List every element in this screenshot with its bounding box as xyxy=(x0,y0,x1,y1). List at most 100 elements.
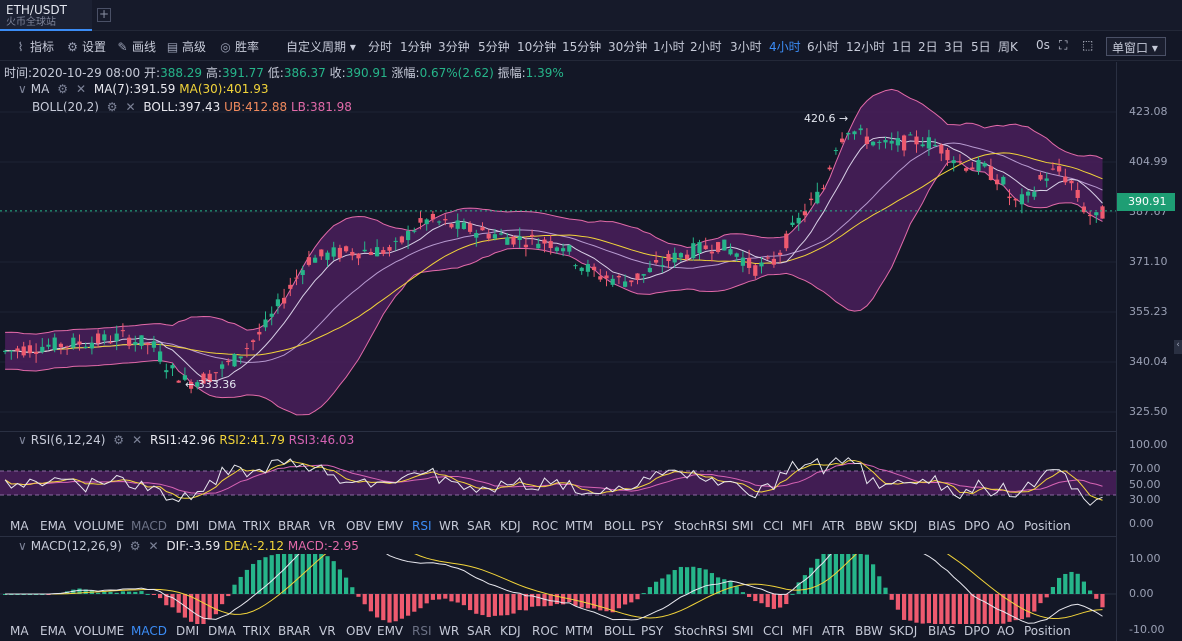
rsi-tab-psy[interactable]: PSY xyxy=(641,519,664,533)
macd-chart[interactable] xyxy=(0,554,1116,624)
rsi-chart[interactable] xyxy=(0,448,1116,518)
macd-tab-volume[interactable]: VOLUME xyxy=(74,624,125,638)
rsi-tab-dma[interactable]: DMA xyxy=(208,519,236,533)
macd-tab-ema[interactable]: EMA xyxy=(40,624,67,638)
macd-tab-position[interactable]: Position xyxy=(1024,624,1071,638)
macd-tab-brar[interactable]: BRAR xyxy=(278,624,311,638)
macd-tab-skdj[interactable]: SKDJ xyxy=(889,624,918,638)
rsi-tab-position[interactable]: Position xyxy=(1024,519,1071,533)
fullscreen-icon[interactable]: ⛶ xyxy=(1059,38,1068,52)
rsi-tab-volume[interactable]: VOLUME xyxy=(74,519,125,533)
macd-tab-kdj[interactable]: KDJ xyxy=(500,624,521,638)
close-icon[interactable]: ✕ xyxy=(132,433,143,447)
collapse-sidebar-icon[interactable]: ‹ xyxy=(1174,340,1182,354)
rsi-tab-rsi[interactable]: RSI xyxy=(412,519,432,533)
rsi-tab-atr[interactable]: ATR xyxy=(822,519,845,533)
settings-icon[interactable]: ⚙ xyxy=(57,82,68,96)
rsi-tab-skdj[interactable]: SKDJ xyxy=(889,519,918,533)
macd-tab-cci[interactable]: CCI xyxy=(763,624,784,638)
macd-tab-wr[interactable]: WR xyxy=(439,624,460,638)
close-icon[interactable]: ✕ xyxy=(148,539,159,553)
period-9[interactable]: 3小时 xyxy=(730,40,762,54)
macd-tab-obv[interactable]: OBV xyxy=(346,624,372,638)
period-3[interactable]: 5分钟 xyxy=(478,40,510,54)
rsi-tab-macd[interactable]: MACD xyxy=(131,519,167,533)
rsi-tab-stochrsi[interactable]: StochRSI xyxy=(674,519,728,533)
rsi-tab-mfi[interactable]: MFI xyxy=(792,519,813,533)
macd-tab-mtm[interactable]: MTM xyxy=(565,624,594,638)
macd-tab-dmi[interactable]: DMI xyxy=(176,624,200,638)
collapse-icon[interactable]: ∨ xyxy=(18,433,27,447)
macd-tab-boll[interactable]: BOLL xyxy=(604,624,635,638)
period-16[interactable]: 5日 xyxy=(971,40,991,54)
rsi-tab-cci[interactable]: CCI xyxy=(763,519,784,533)
close-icon[interactable]: ✕ xyxy=(75,82,87,96)
tab-eth-usdt[interactable]: ETH/USDT 火币全球站 xyxy=(0,0,92,31)
period-2[interactable]: 3分钟 xyxy=(438,40,470,54)
macd-tab-dma[interactable]: DMA xyxy=(208,624,236,638)
rsi-tab-dpo[interactable]: DPO xyxy=(964,519,990,533)
collapse-icon[interactable]: ∨ xyxy=(18,539,27,553)
macd-tab-bias[interactable]: BIAS xyxy=(928,624,956,638)
period-4[interactable]: 10分钟 xyxy=(517,40,557,54)
period-11[interactable]: 6小时 xyxy=(807,40,839,54)
settings-icon[interactable]: ⚙ xyxy=(106,100,118,114)
rsi-tab-smi[interactable]: SMI xyxy=(732,519,754,533)
add-tab-button[interactable]: + xyxy=(97,7,111,22)
settings-icon[interactable]: ⚙ xyxy=(113,433,125,447)
macd-tab-ma[interactable]: MA xyxy=(10,624,29,638)
period-7[interactable]: 1小时 xyxy=(653,40,685,54)
seconds-button[interactable]: 0s xyxy=(1036,38,1050,52)
rsi-tab-vr[interactable]: VR xyxy=(319,519,336,533)
price-chart[interactable] xyxy=(0,62,1116,432)
period-17[interactable]: 周K xyxy=(998,40,1018,54)
collapse-icon[interactable]: ∨ xyxy=(18,82,27,96)
rsi-tab-ema[interactable]: EMA xyxy=(40,519,67,533)
winrate-button[interactable]: ◎ 胜率 xyxy=(219,38,259,55)
period-1[interactable]: 1分钟 xyxy=(400,40,432,54)
period-0[interactable]: 分时 xyxy=(368,40,393,54)
period-13[interactable]: 1日 xyxy=(892,40,912,54)
screenshot-icon[interactable]: ⬚ xyxy=(1082,38,1094,52)
close-icon[interactable]: ✕ xyxy=(125,100,136,114)
period-12[interactable]: 12小时 xyxy=(846,40,886,54)
rsi-tab-kdj[interactable]: KDJ xyxy=(500,519,521,533)
macd-tab-smi[interactable]: SMI xyxy=(732,624,754,638)
period-10[interactable]: 4小时 xyxy=(769,40,801,54)
macd-tab-rsi[interactable]: RSI xyxy=(412,624,432,638)
rsi-tab-mtm[interactable]: MTM xyxy=(565,519,594,533)
window-select[interactable]: 单窗口 ▾ xyxy=(1106,37,1166,56)
rsi-tab-wr[interactable]: WR xyxy=(439,519,460,533)
indicators-button[interactable]: ⌇ 指标 xyxy=(14,38,54,55)
macd-tab-roc[interactable]: ROC xyxy=(532,624,559,638)
rsi-tab-roc[interactable]: ROC xyxy=(532,519,559,533)
rsi-tab-obv[interactable]: OBV xyxy=(346,519,372,533)
period-14[interactable]: 2日 xyxy=(918,40,938,54)
period-5[interactable]: 15分钟 xyxy=(562,40,602,54)
macd-tab-stochrsi[interactable]: StochRSI xyxy=(674,624,728,638)
custom-period-dropdown[interactable]: 自定义周期 ▾ xyxy=(286,40,356,54)
rsi-tab-ma[interactable]: MA xyxy=(10,519,29,533)
period-8[interactable]: 2小时 xyxy=(690,40,722,54)
draw-button[interactable]: ✎ 画线 xyxy=(116,38,156,55)
rsi-tab-bias[interactable]: BIAS xyxy=(928,519,956,533)
rsi-tab-sar[interactable]: SAR xyxy=(467,519,492,533)
macd-tab-ao[interactable]: AO xyxy=(997,624,1015,638)
rsi-tab-ao[interactable]: AO xyxy=(997,519,1015,533)
period-6[interactable]: 30分钟 xyxy=(608,40,648,54)
rsi-tab-brar[interactable]: BRAR xyxy=(278,519,311,533)
macd-tab-emv[interactable]: EMV xyxy=(377,624,404,638)
settings-button[interactable]: ⚙ 设置 xyxy=(66,38,106,55)
macd-tab-dpo[interactable]: DPO xyxy=(964,624,990,638)
macd-tab-macd[interactable]: MACD xyxy=(131,624,167,638)
settings-icon[interactable]: ⚙ xyxy=(129,539,141,553)
macd-tab-mfi[interactable]: MFI xyxy=(792,624,813,638)
rsi-tab-trix[interactable]: TRIX xyxy=(243,519,271,533)
macd-tab-sar[interactable]: SAR xyxy=(467,624,492,638)
macd-tab-atr[interactable]: ATR xyxy=(822,624,845,638)
macd-tab-vr[interactable]: VR xyxy=(319,624,336,638)
rsi-tab-bbw[interactable]: BBW xyxy=(855,519,883,533)
macd-tab-trix[interactable]: TRIX xyxy=(243,624,271,638)
advanced-button[interactable]: ▤ 高级 xyxy=(166,38,206,55)
rsi-tab-dmi[interactable]: DMI xyxy=(176,519,200,533)
